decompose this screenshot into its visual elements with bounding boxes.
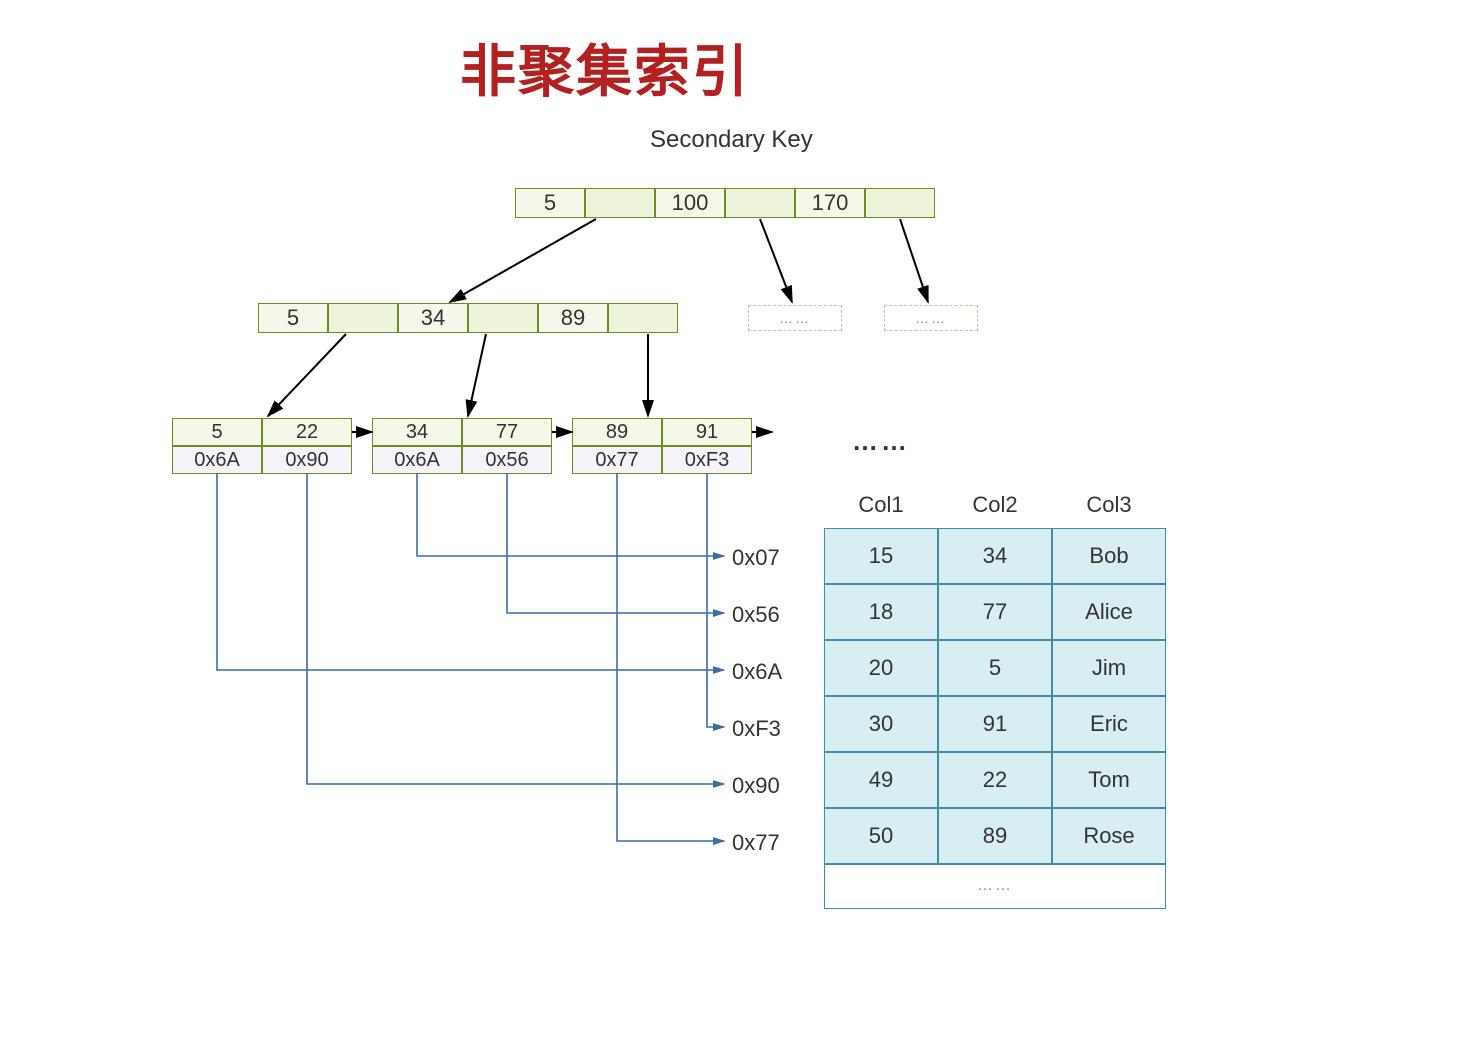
table-cell: 50 [824, 808, 938, 864]
leaf-ptr-cell: 0x6A [172, 446, 262, 474]
address-label: 0x77 [732, 830, 780, 856]
placeholder-node: …… [884, 305, 978, 331]
table-header-cell: Col1 [824, 488, 938, 528]
table-row: 3091Eric [824, 696, 1166, 752]
btree-root-node: 5 100 170 [515, 188, 935, 218]
address-label: 0xF3 [732, 716, 781, 742]
btree-internal-node: 5 34 89 [258, 303, 678, 333]
btree-leaf-node: 89910x770xF3 [572, 418, 752, 474]
table-row: 1877Alice [824, 584, 1166, 640]
address-label: 0x90 [732, 773, 780, 799]
address-label: 0x07 [732, 545, 780, 571]
leaf-key-cell: 77 [462, 418, 552, 446]
table-row: 4922Tom [824, 752, 1166, 808]
leaf-ptr-cell: 0xF3 [662, 446, 752, 474]
address-label: 0x6A [732, 659, 782, 685]
placeholder-node: …… [748, 305, 842, 331]
table-cell: Tom [1052, 752, 1166, 808]
ellipsis-icon: …… [852, 426, 910, 457]
node-cell [328, 303, 398, 333]
leaf-key-cell: 91 [662, 418, 752, 446]
node-cell [608, 303, 678, 333]
node-cell [585, 188, 655, 218]
table-cell: 20 [824, 640, 938, 696]
table-cell: 91 [938, 696, 1052, 752]
data-table: Col1Col2Col31534Bob1877Alice205Jim3091Er… [824, 488, 1166, 909]
leaf-key-cell: 5 [172, 418, 262, 446]
table-cell: Bob [1052, 528, 1166, 584]
node-cell: 170 [795, 188, 865, 218]
table-cell: Rose [1052, 808, 1166, 864]
table-row: 205Jim [824, 640, 1166, 696]
table-cell: 34 [938, 528, 1052, 584]
table-cell: Eric [1052, 696, 1166, 752]
node-cell: 5 [515, 188, 585, 218]
table-cell: 77 [938, 584, 1052, 640]
node-cell [468, 303, 538, 333]
table-cell: 89 [938, 808, 1052, 864]
table-header-cell: Col3 [1052, 488, 1166, 528]
leaf-key-cell: 89 [572, 418, 662, 446]
leaf-ptr-cell: 0x56 [462, 446, 552, 474]
address-label: 0x56 [732, 602, 780, 628]
leaf-ptr-cell: 0x77 [572, 446, 662, 474]
page-subtitle: Secondary Key [650, 126, 813, 154]
diagram-stage: 非聚集索引 Secondary Key 5100170 53489 …… …… … [0, 0, 1460, 1063]
node-cell: 34 [398, 303, 468, 333]
table-cell: 22 [938, 752, 1052, 808]
leaf-ptr-cell: 0x90 [262, 446, 352, 474]
table-row: 1534Bob [824, 528, 1166, 584]
table-cell: Jim [1052, 640, 1166, 696]
node-cell: 5 [258, 303, 328, 333]
table-cell: 49 [824, 752, 938, 808]
table-footer: …… [824, 864, 1166, 909]
leaf-ptr-cell: 0x6A [372, 446, 462, 474]
node-cell [865, 188, 935, 218]
table-cell: 30 [824, 696, 938, 752]
table-cell: 5 [938, 640, 1052, 696]
node-cell: 100 [655, 188, 725, 218]
table-row: 5089Rose [824, 808, 1166, 864]
leaf-key-cell: 22 [262, 418, 352, 446]
table-cell: 15 [824, 528, 938, 584]
btree-leaf-node: 34770x6A0x56 [372, 418, 552, 474]
btree-leaf-node: 5220x6A0x90 [172, 418, 352, 474]
node-cell: 89 [538, 303, 608, 333]
leaf-key-cell: 34 [372, 418, 462, 446]
node-cell [725, 188, 795, 218]
table-cell: Alice [1052, 584, 1166, 640]
connector-overlay [0, 0, 1460, 1063]
page-title: 非聚集索引 [460, 27, 750, 108]
table-header-cell: Col2 [938, 488, 1052, 528]
table-cell: 18 [824, 584, 938, 640]
